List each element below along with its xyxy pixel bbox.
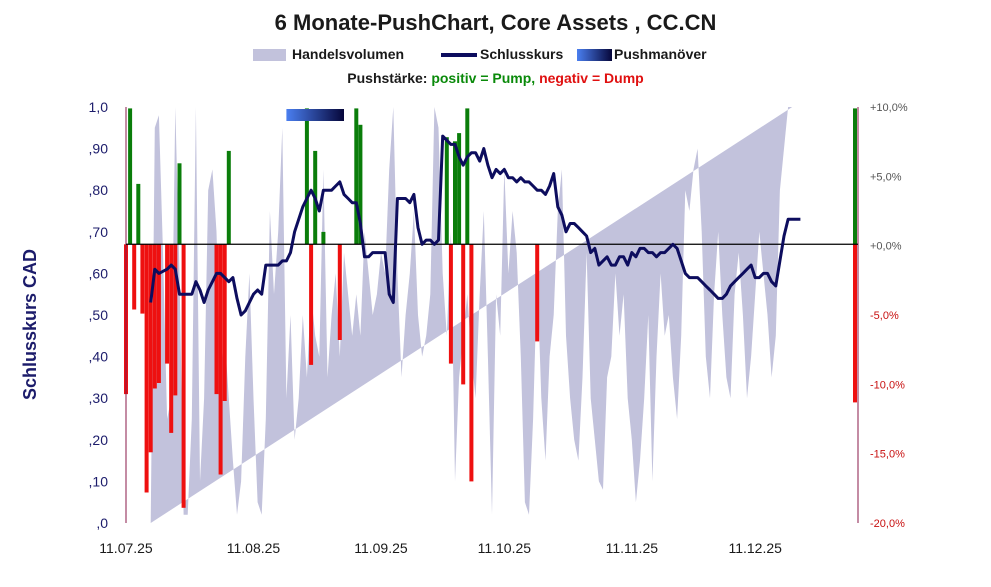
- push-strength-note: Pushstärke: positiv = Pump, negativ = Du…: [0, 70, 991, 86]
- x-tick-label: 11.12.25: [728, 540, 782, 556]
- push-note-negative: negativ = Dump: [539, 70, 644, 86]
- push-bar-dump: [448, 244, 453, 364]
- push-bar-pump: [444, 137, 449, 245]
- push-bar-dump: [148, 244, 153, 453]
- y-tick-label: ,90: [89, 141, 109, 157]
- push-bar-dump: [222, 244, 227, 401]
- push-bar-dump: [156, 244, 161, 383]
- push-bar-dump: [214, 244, 219, 395]
- y-tick-label: ,40: [89, 349, 109, 365]
- push-bar-pump: [853, 108, 857, 245]
- push-bar-pump: [453, 141, 457, 245]
- x-tick-label: 11.11.25: [606, 540, 659, 556]
- push-bar-pump: [136, 183, 141, 245]
- push-bar-pump: [358, 124, 363, 245]
- push-bar-pump: [465, 108, 470, 245]
- y-tick-label: ,50: [89, 307, 109, 323]
- push-bar-dump: [140, 244, 145, 314]
- push-bar-pump: [321, 231, 326, 245]
- y2-tick-label: -15,0%: [870, 449, 905, 461]
- push-bar-pump: [177, 163, 182, 245]
- y2-tick-label: +5,0%: [870, 171, 902, 183]
- legend-swatch-volume: [253, 49, 286, 61]
- x-tick-label: 11.08.25: [227, 540, 281, 556]
- y-tick-label: ,20: [89, 432, 109, 448]
- y-tick-label: ,70: [89, 224, 109, 240]
- y2-tick-label: +0,0%: [870, 241, 902, 253]
- y-tick-label: ,80: [89, 182, 109, 198]
- x-tick-label: 11.07.25: [99, 540, 153, 556]
- y2-tick-label: -20,0%: [870, 518, 905, 530]
- push-bar-pump: [304, 108, 309, 245]
- y-tick-label: ,10: [89, 473, 109, 489]
- price-line: [149, 134, 801, 317]
- x-tick-label: 11.09.25: [354, 540, 408, 556]
- push-bar-dump: [152, 244, 157, 389]
- push-bar-dump: [165, 244, 170, 364]
- legend-swatch-close: [441, 53, 477, 57]
- push-bar-dump: [853, 244, 857, 403]
- push-bar-dump: [181, 244, 186, 508]
- y-tick-label: ,30: [89, 390, 109, 406]
- y-tick-label: ,0: [96, 515, 108, 531]
- legend-label-push: Pushmanöver: [614, 46, 707, 62]
- y2-tick-label: -10,0%: [870, 379, 905, 391]
- legend-label-volume: Handelsvolumen: [292, 46, 405, 62]
- push-bar-pump: [354, 108, 359, 245]
- push-bar-dump: [469, 244, 474, 482]
- chart-title: 6 Monate-PushChart, Core Assets , CC.CN: [274, 10, 717, 35]
- push-bar-dump: [337, 244, 342, 340]
- push-bar-dump: [132, 244, 137, 310]
- push-bar-pump: [128, 108, 133, 245]
- y-tick-label: 1,0: [89, 99, 109, 115]
- push-bar-dump: [535, 244, 540, 342]
- push-bar-dump: [173, 244, 178, 396]
- push-bar-pump: [457, 133, 462, 245]
- y2-tick-label: +10,0%: [870, 102, 908, 114]
- legend: Handelsvolumen Schlusskurs Pushmanöver: [0, 46, 991, 66]
- push-bar-pump: [226, 150, 231, 245]
- legend-label-close: Schlusskurs: [480, 46, 564, 62]
- push-bar-dump: [218, 244, 223, 475]
- legend-swatch-push: [577, 49, 612, 61]
- push-note-positive: positiv = Pump,: [431, 70, 536, 86]
- push-maneuver-bar: [286, 109, 344, 121]
- push-bar-dump: [144, 244, 149, 493]
- y2-tick-label: -5,0%: [870, 310, 899, 322]
- y-tick-label: ,60: [89, 265, 109, 281]
- x-tick-label: 11.10.25: [478, 540, 532, 556]
- push-bar-dump: [309, 244, 314, 365]
- push-note-label: Pushstärke:: [347, 70, 428, 86]
- push-bar-dump: [169, 244, 174, 433]
- push-bar-dump: [461, 244, 466, 385]
